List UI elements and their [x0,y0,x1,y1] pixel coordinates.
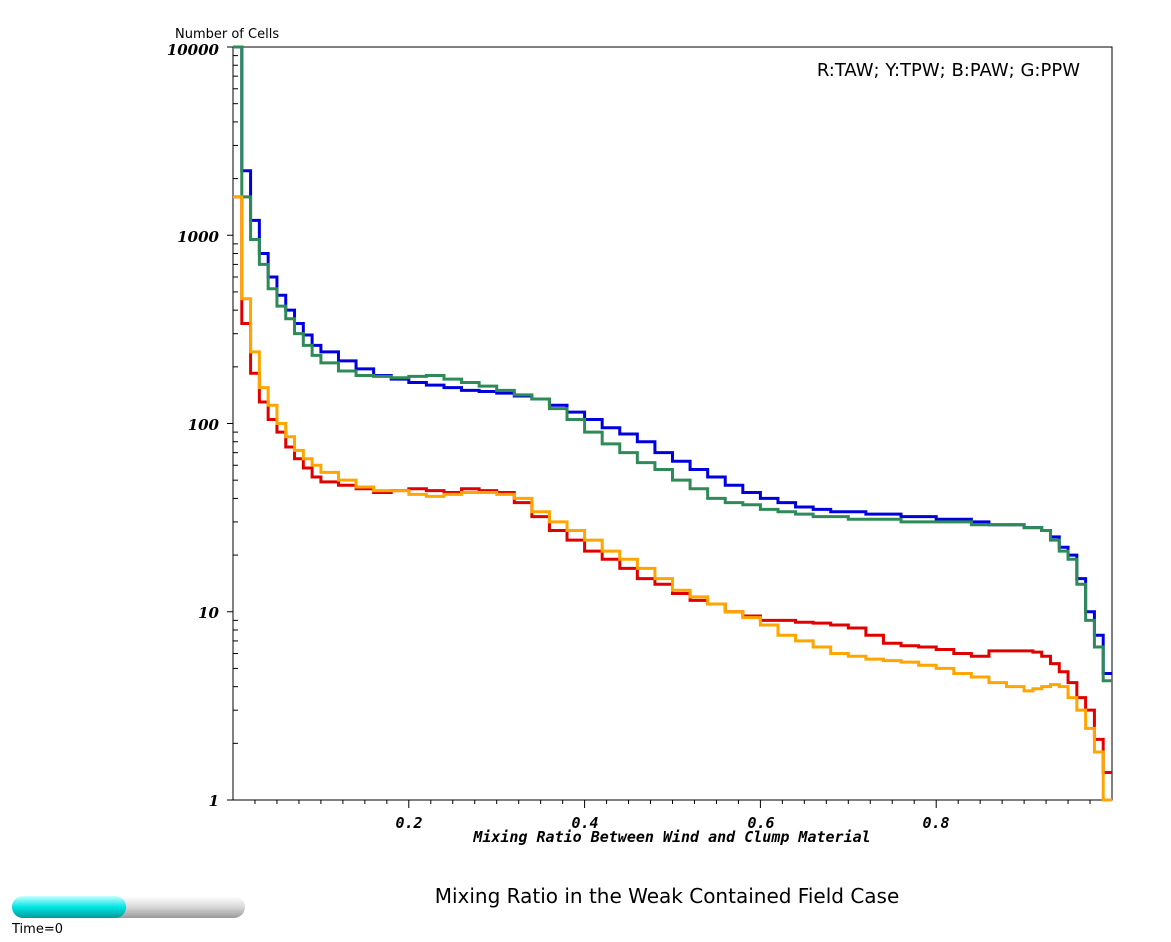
time-slider-fill [12,896,127,918]
legend-text: R:TAW; Y:TPW; B:PAW; G:PPW [817,60,1080,81]
y-tick-label-10: 10 [198,604,219,622]
y-tick-label-100: 100 [188,416,220,434]
plot-frame [232,46,1113,801]
y-tick-label-1: 1 [209,792,219,810]
x-tick-label-0.2: 0.2 [395,814,422,832]
y-tick-label-10000: 10000 [167,41,220,59]
x-tick-label-0.8: 0.8 [922,814,949,832]
y-axis-label: Number of Cells [175,27,279,42]
series-line-3 [233,195,1112,802]
y-tick-label-1000: 1000 [177,228,219,246]
series-line-2 [233,195,1112,774]
series-lines [233,45,1112,802]
time-slider[interactable] [12,896,245,918]
x-tick-label-0.6: 0.6 [747,814,774,832]
series-line-1 [233,45,1112,683]
x-tick-label-0.4: 0.4 [571,814,598,832]
time-label: Time=0 [11,922,63,937]
chart-title: Mixing Ratio in the Weak Contained Field… [435,884,900,908]
axis-ticks [227,46,1091,808]
x-axis-label: Mixing Ratio Between Wind and Clump Mate… [472,828,870,846]
